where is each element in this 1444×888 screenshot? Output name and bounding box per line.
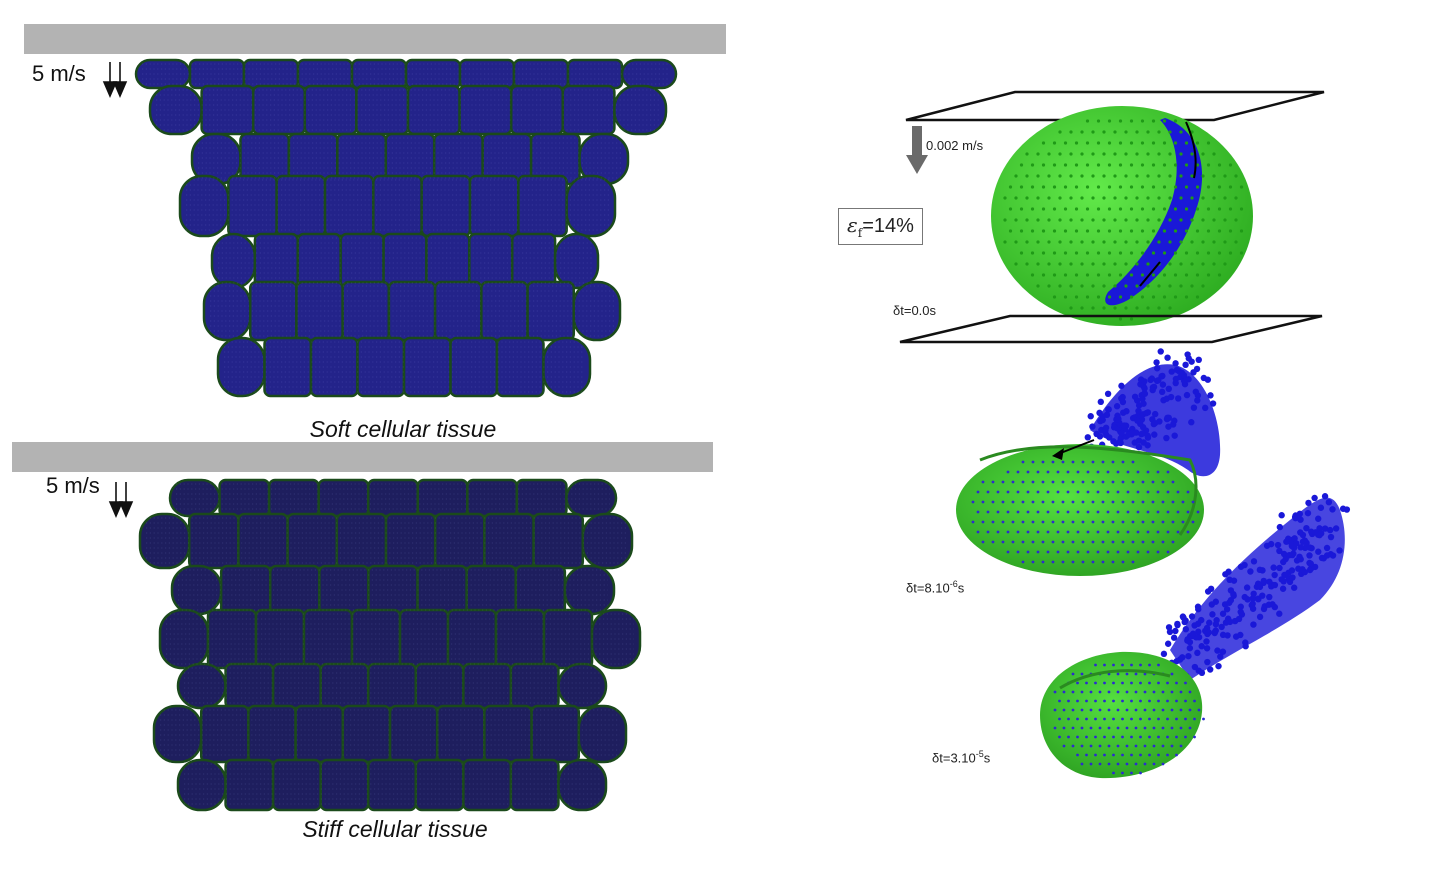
stiff-tissue-cell — [590, 608, 642, 670]
compression-arrow-icon — [906, 126, 928, 174]
stiff-caption: Stiff cellular tissue — [302, 816, 488, 842]
stiff-tissue-cell — [581, 512, 634, 570]
time-label-frame-3: δt=3.10-5s — [932, 749, 990, 765]
soft-caption: Soft cellular tissue — [309, 416, 497, 442]
time-unit: s — [983, 750, 991, 766]
time-exponent: -5 — [975, 749, 984, 759]
soft-tissue-cell — [542, 336, 592, 398]
time-prefix: δt= — [932, 750, 951, 766]
stiff-speed-label: 5 m/s — [46, 473, 100, 498]
time-label-frame-2: δt=8.10-6s — [906, 579, 964, 595]
soft-tissue-cell — [613, 84, 668, 136]
time-mantissa: 3.10 — [950, 750, 976, 766]
time-prefix: δt= — [893, 303, 912, 318]
time-value: 0.0s — [911, 303, 937, 318]
time-exponent: -6 — [949, 579, 958, 589]
time-label-frame-1: δt=0.0s — [893, 303, 936, 318]
stiff-tissue-cell — [565, 478, 618, 518]
soft-speed-label: 5 m/s — [32, 61, 86, 86]
stiff-tissue-cell — [557, 758, 608, 812]
stiff-top-plate — [12, 442, 713, 472]
soft-tissue-cell — [572, 280, 622, 342]
lower-plate — [899, 314, 1323, 344]
soft-tissue-cell — [565, 174, 617, 238]
strain-subscript: f — [857, 226, 863, 240]
sphere-frame-2 — [956, 348, 1221, 576]
sphere-frame-1 — [991, 106, 1253, 326]
time-prefix: δt= — [906, 580, 925, 596]
soft-tissue-cell — [553, 232, 600, 290]
stiff-tissue-cell — [577, 704, 628, 764]
strain-symbol: ε — [847, 213, 858, 237]
strain-value: =14% — [862, 215, 914, 237]
sphere-frame-3 — [1040, 493, 1351, 779]
compression-speed-label: 0.002 m/s — [926, 138, 984, 153]
time-mantissa: 8.10 — [924, 580, 950, 596]
stiff-tissue-cell — [557, 662, 608, 710]
soft-top-plate — [24, 24, 726, 54]
time-unit: s — [957, 580, 965, 596]
strain-box: εf=14% — [838, 208, 923, 245]
